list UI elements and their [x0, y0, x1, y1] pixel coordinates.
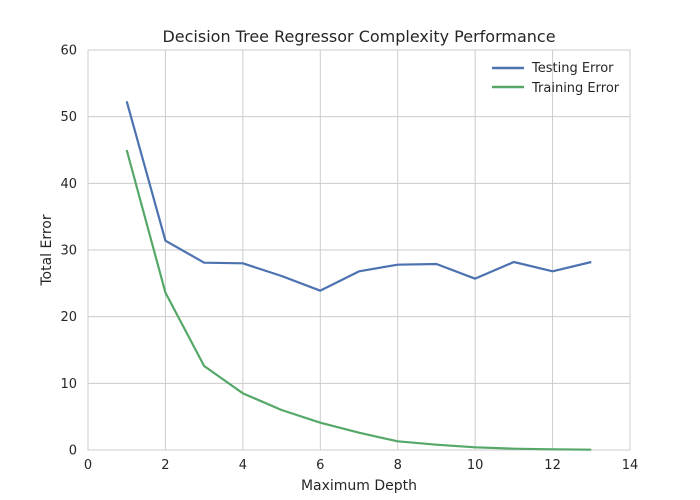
series-line-testing-error	[125, 101, 592, 292]
series-line-training-error	[125, 149, 592, 451]
y-tick-labels: 0 10 20 30 40 50 60	[60, 44, 77, 459]
x-tick-label-12: 12	[544, 458, 561, 473]
y-tick-label-30: 30	[60, 244, 77, 259]
legend-label-training-error: Training Error	[531, 81, 620, 96]
y-tick-label-50: 50	[60, 110, 77, 125]
plot-frame	[87, 49, 631, 451]
y-tick-label-0: 0	[69, 444, 77, 459]
legend: Testing Error Training Error	[492, 61, 620, 96]
x-tick-label-2: 2	[161, 458, 169, 473]
x-tick-label-4: 4	[239, 458, 247, 473]
x-tick-label-6: 6	[316, 458, 324, 473]
x-tick-label-8: 8	[394, 458, 402, 473]
x-axis-label: Maximum Depth	[301, 478, 417, 494]
y-tick-label-20: 20	[60, 310, 77, 325]
legend-label-testing-error: Testing Error	[531, 61, 614, 76]
x-tick-label-14: 14	[622, 458, 639, 473]
x-tick-label-10: 10	[467, 458, 484, 473]
x-tick-labels: 0 2 4 6 8 10 12 14	[84, 458, 638, 473]
y-tick-label-40: 40	[60, 177, 77, 192]
y-axis-label: Total Error	[39, 214, 55, 287]
y-tick-label-10: 10	[60, 377, 77, 392]
x-tick-label-0: 0	[84, 458, 92, 473]
y-tick-label-60: 60	[60, 44, 77, 59]
chart-title: Decision Tree Regressor Complexity Perfo…	[162, 27, 555, 46]
series-layer	[125, 101, 592, 451]
